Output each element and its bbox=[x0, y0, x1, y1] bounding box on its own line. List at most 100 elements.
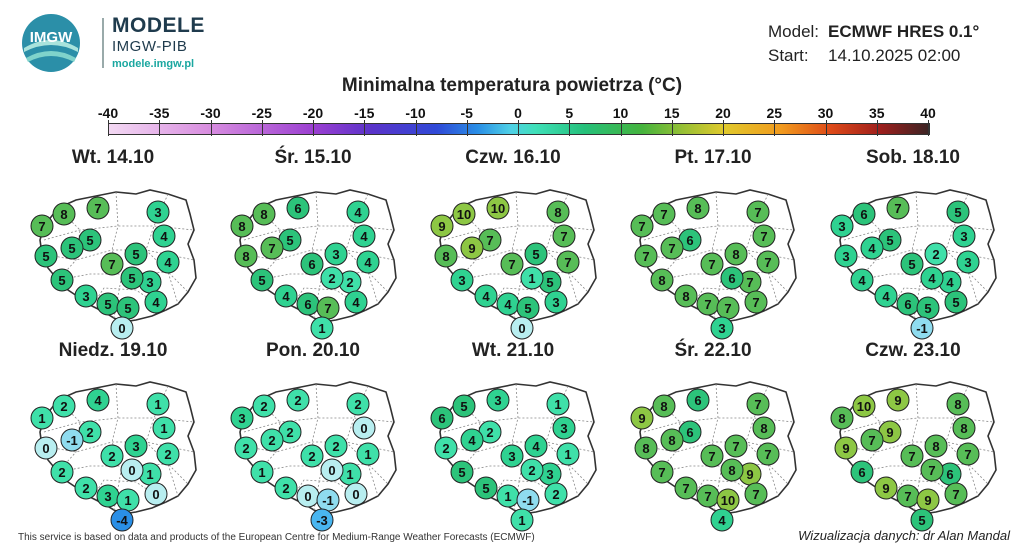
station-bubble bbox=[746, 200, 770, 224]
station-temperature: 2 bbox=[282, 481, 289, 496]
station-temperature: 4 bbox=[282, 289, 290, 304]
station-marker: 7 bbox=[696, 484, 720, 508]
station-temperature: 7 bbox=[642, 249, 649, 264]
station-temperature: 7 bbox=[904, 489, 911, 504]
station-marker: 5 bbox=[60, 236, 84, 260]
station-temperature: 0 bbox=[360, 421, 367, 436]
station-bubble bbox=[756, 442, 780, 466]
station-marker: 10 bbox=[452, 202, 476, 226]
station-marker: 4 bbox=[460, 428, 484, 452]
colorbar-tick-label: 35 bbox=[868, 105, 885, 121]
station-temperature: 2 bbox=[932, 247, 939, 262]
colorbar-tick-label: -35 bbox=[149, 105, 170, 121]
station-temperature: 7 bbox=[560, 229, 567, 244]
station-temperature: 6 bbox=[308, 257, 315, 272]
station-marker: 5 bbox=[474, 476, 498, 500]
station-bubble bbox=[830, 214, 854, 238]
station-marker: 0 bbox=[110, 316, 134, 340]
station-temperature: 4 bbox=[164, 255, 172, 270]
station-bubble bbox=[86, 388, 110, 412]
station-marker: 3 bbox=[324, 242, 348, 266]
station-marker: 2 bbox=[544, 482, 568, 506]
station-temperature: 7 bbox=[708, 257, 715, 272]
map-title: Minimalna temperatura powietrza (°C) bbox=[341, 75, 683, 96]
station-temperature: 7 bbox=[724, 301, 731, 316]
station-temperature: 8 bbox=[682, 289, 689, 304]
station-marker: 8 bbox=[724, 242, 748, 266]
station-bubble bbox=[344, 482, 368, 506]
station-temperature: 3 bbox=[838, 219, 845, 234]
station-temperature: 9 bbox=[894, 393, 901, 408]
station-bubble bbox=[752, 224, 776, 248]
station-marker: 8 bbox=[434, 244, 458, 268]
station-temperature: 1 bbox=[160, 421, 167, 436]
station-temperature: 0 bbox=[152, 487, 159, 502]
station-marker: 7 bbox=[700, 252, 724, 276]
colorbar-tick-label: 15 bbox=[663, 105, 680, 121]
station-bubble bbox=[850, 460, 874, 484]
station-marker: 5 bbox=[34, 244, 58, 268]
station-temperature: 7 bbox=[754, 205, 761, 220]
station-bubble bbox=[544, 482, 568, 506]
station-marker: 5 bbox=[116, 296, 140, 320]
imgw-logo: IMGW MODELE IMGW-PIB modele.imgw.pl bbox=[14, 12, 204, 74]
station-temperature: 5 bbox=[918, 513, 925, 528]
station-marker: 2 bbox=[100, 444, 124, 468]
station-marker: 7 bbox=[920, 458, 944, 482]
station-temperature: 4 bbox=[946, 275, 954, 290]
colorbar-tick bbox=[518, 120, 519, 136]
station-marker: 7 bbox=[696, 292, 720, 316]
station-temperature: 6 bbox=[694, 393, 701, 408]
station-bubble bbox=[146, 392, 170, 416]
station-marker: 7 bbox=[100, 252, 124, 276]
station-temperature: 2 bbox=[242, 441, 249, 456]
colorbar-tick bbox=[261, 120, 263, 136]
station-temperature: 5 bbox=[58, 273, 65, 288]
station-bubble bbox=[834, 244, 858, 268]
station-bubble bbox=[50, 460, 74, 484]
station-marker: -1 bbox=[516, 488, 540, 512]
province-border bbox=[91, 287, 167, 311]
station-bubble bbox=[234, 436, 258, 460]
station-marker: 5 bbox=[524, 242, 548, 266]
station-bubble bbox=[452, 394, 476, 418]
station-temperature: 8 bbox=[642, 441, 649, 456]
station-marker: -4 bbox=[110, 508, 134, 532]
station-temperature: 5 bbox=[482, 481, 489, 496]
station-bubble bbox=[650, 460, 674, 484]
station-marker: 4 bbox=[874, 284, 898, 308]
station-bubble bbox=[260, 428, 284, 452]
station-temperature: 5 bbox=[952, 295, 959, 310]
station-temperature: 4 bbox=[94, 393, 102, 408]
station-temperature: 8 bbox=[694, 201, 701, 216]
station-marker: 4 bbox=[860, 236, 884, 260]
station-bubble bbox=[886, 196, 910, 220]
station-marker: 3 bbox=[710, 316, 734, 340]
station-temperature: 8 bbox=[660, 399, 667, 414]
colorbar-tick-label: 10 bbox=[612, 105, 629, 121]
station-temperature: 8 bbox=[732, 247, 739, 262]
station-marker: 3 bbox=[834, 244, 858, 268]
ecmwf-attribution: This service is based on data and produc… bbox=[18, 532, 535, 543]
station-bubble bbox=[724, 242, 748, 266]
station-bubble bbox=[144, 290, 168, 314]
station-marker: 7 bbox=[500, 252, 524, 276]
station-bubble bbox=[720, 266, 744, 290]
colorbar-tick bbox=[876, 120, 878, 136]
station-temperature: 6 bbox=[686, 233, 693, 248]
station-bubble bbox=[946, 392, 970, 416]
station-marker: 5 bbox=[946, 200, 970, 224]
panel-date-title: Czw. 23.10 bbox=[865, 340, 961, 361]
station-bubble bbox=[724, 434, 748, 458]
station-marker: 7 bbox=[900, 444, 924, 468]
station-bubble bbox=[252, 394, 276, 418]
logo-url-link[interactable]: modele.imgw.pl bbox=[112, 58, 195, 70]
station-marker: 5 bbox=[50, 268, 74, 292]
station-bubble bbox=[30, 214, 54, 238]
station-marker: 2 bbox=[924, 242, 948, 266]
station-marker: 3 bbox=[952, 224, 976, 248]
station-temperature: 7 bbox=[658, 465, 665, 480]
station-marker: 9 bbox=[430, 214, 454, 238]
